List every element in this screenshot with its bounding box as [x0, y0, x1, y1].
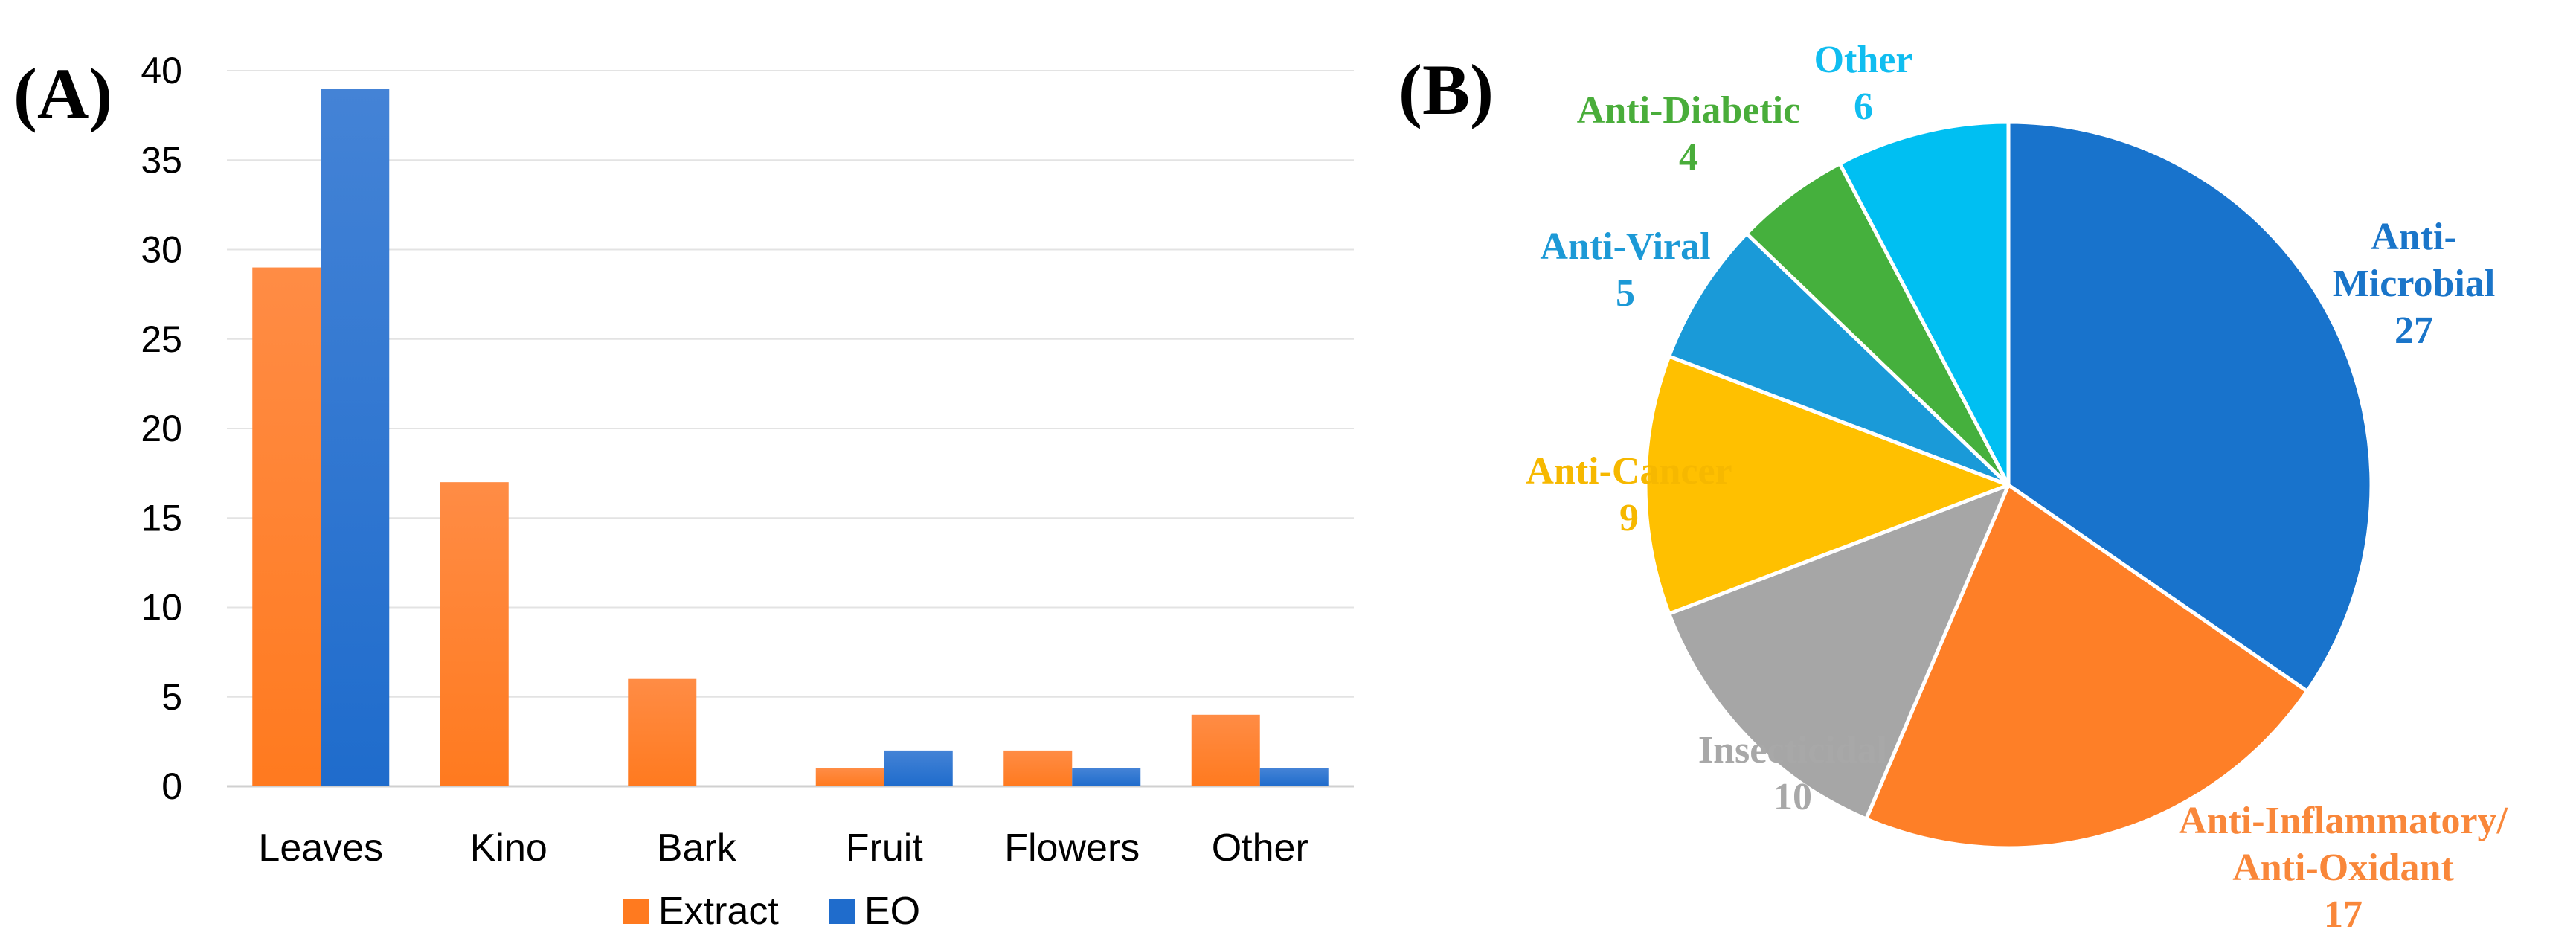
bar-chart: 0 5 10 15 20 25 30 35 40 Leaves Kino Bark Fruit Flowe…	[141, 50, 1354, 933]
bar-extract-flowers	[1003, 750, 1073, 786]
bar-extract-bark	[628, 678, 697, 786]
panel-label-b: (B)	[1398, 50, 1494, 129]
bar-extract-leaves	[252, 267, 321, 786]
pie-label-anti-inflammatory-anti-oxidant: Anti-Inflammatory/Anti-Oxidant 17	[2179, 800, 2508, 936]
bar-eo-other	[1259, 768, 1329, 786]
pie-label-anti-cancer: Anti-Cancer 9	[1526, 450, 1732, 539]
x-tick-label: Leaves	[258, 826, 383, 870]
legend-label-extract: Extract	[658, 890, 779, 933]
legend-swatch-extract	[623, 899, 649, 924]
x-tick-label: Fruit	[846, 826, 924, 870]
y-tick-label: 40	[141, 50, 182, 92]
y-tick-label: 25	[141, 318, 182, 360]
x-tick-label: Flowers	[1004, 826, 1140, 870]
pie-slice-anti-viral	[1667, 231, 2011, 487]
y-tick-label: 10	[141, 587, 182, 629]
bar-extract-kino	[440, 482, 509, 786]
pie-label-anti-viral: Anti-Viral 5	[1540, 225, 1710, 315]
x-tick-label: Kino	[470, 826, 547, 870]
y-tick-label: 20	[141, 408, 182, 449]
y-tick-label: 15	[141, 497, 182, 539]
y-tick-label: 30	[141, 229, 182, 271]
pie-label-anti-diabetic: Anti-Diabetic 4	[1577, 89, 1800, 179]
pie-slice-other	[1837, 120, 2011, 487]
x-tick-label: Other	[1212, 826, 1308, 870]
bar-eo-flowers	[1072, 768, 1141, 786]
legend: Extract EO	[623, 890, 920, 933]
pie-slice-anti-cancer	[1643, 354, 2011, 616]
panel-label-a: (A)	[13, 54, 112, 133]
pie-slice-anti-diabetic	[1744, 161, 2011, 487]
legend-label-eo: EO	[864, 890, 920, 933]
bar-eo-leaves	[321, 89, 390, 787]
pie-chart: Anti-Microbial 27 Anti-Inflammatory/Anti-O…	[1526, 39, 2508, 936]
y-tick-label: 5	[161, 676, 182, 718]
y-tick-label: 35	[141, 139, 182, 181]
x-tick-label: Bark	[657, 826, 737, 870]
y-tick-label: 0	[161, 765, 182, 807]
bar-extract-other	[1191, 714, 1260, 786]
bar-eo-fruit	[884, 750, 953, 786]
pie-label-anti-microbial: Anti-Microbial 27	[2333, 216, 2496, 352]
pie-slice-insecticidal	[1667, 483, 2011, 821]
pie-slice-anti-microbial	[2006, 120, 2374, 693]
bar-extract-fruit	[815, 768, 884, 786]
legend-swatch-eo	[829, 899, 855, 924]
pie-label-other: Other 6	[1814, 39, 1913, 128]
pie-label-insecticidal: Insecticidal 10	[1698, 729, 1887, 818]
pie-slice-anti-inflammatory-anti-oxidant	[1864, 483, 2310, 850]
